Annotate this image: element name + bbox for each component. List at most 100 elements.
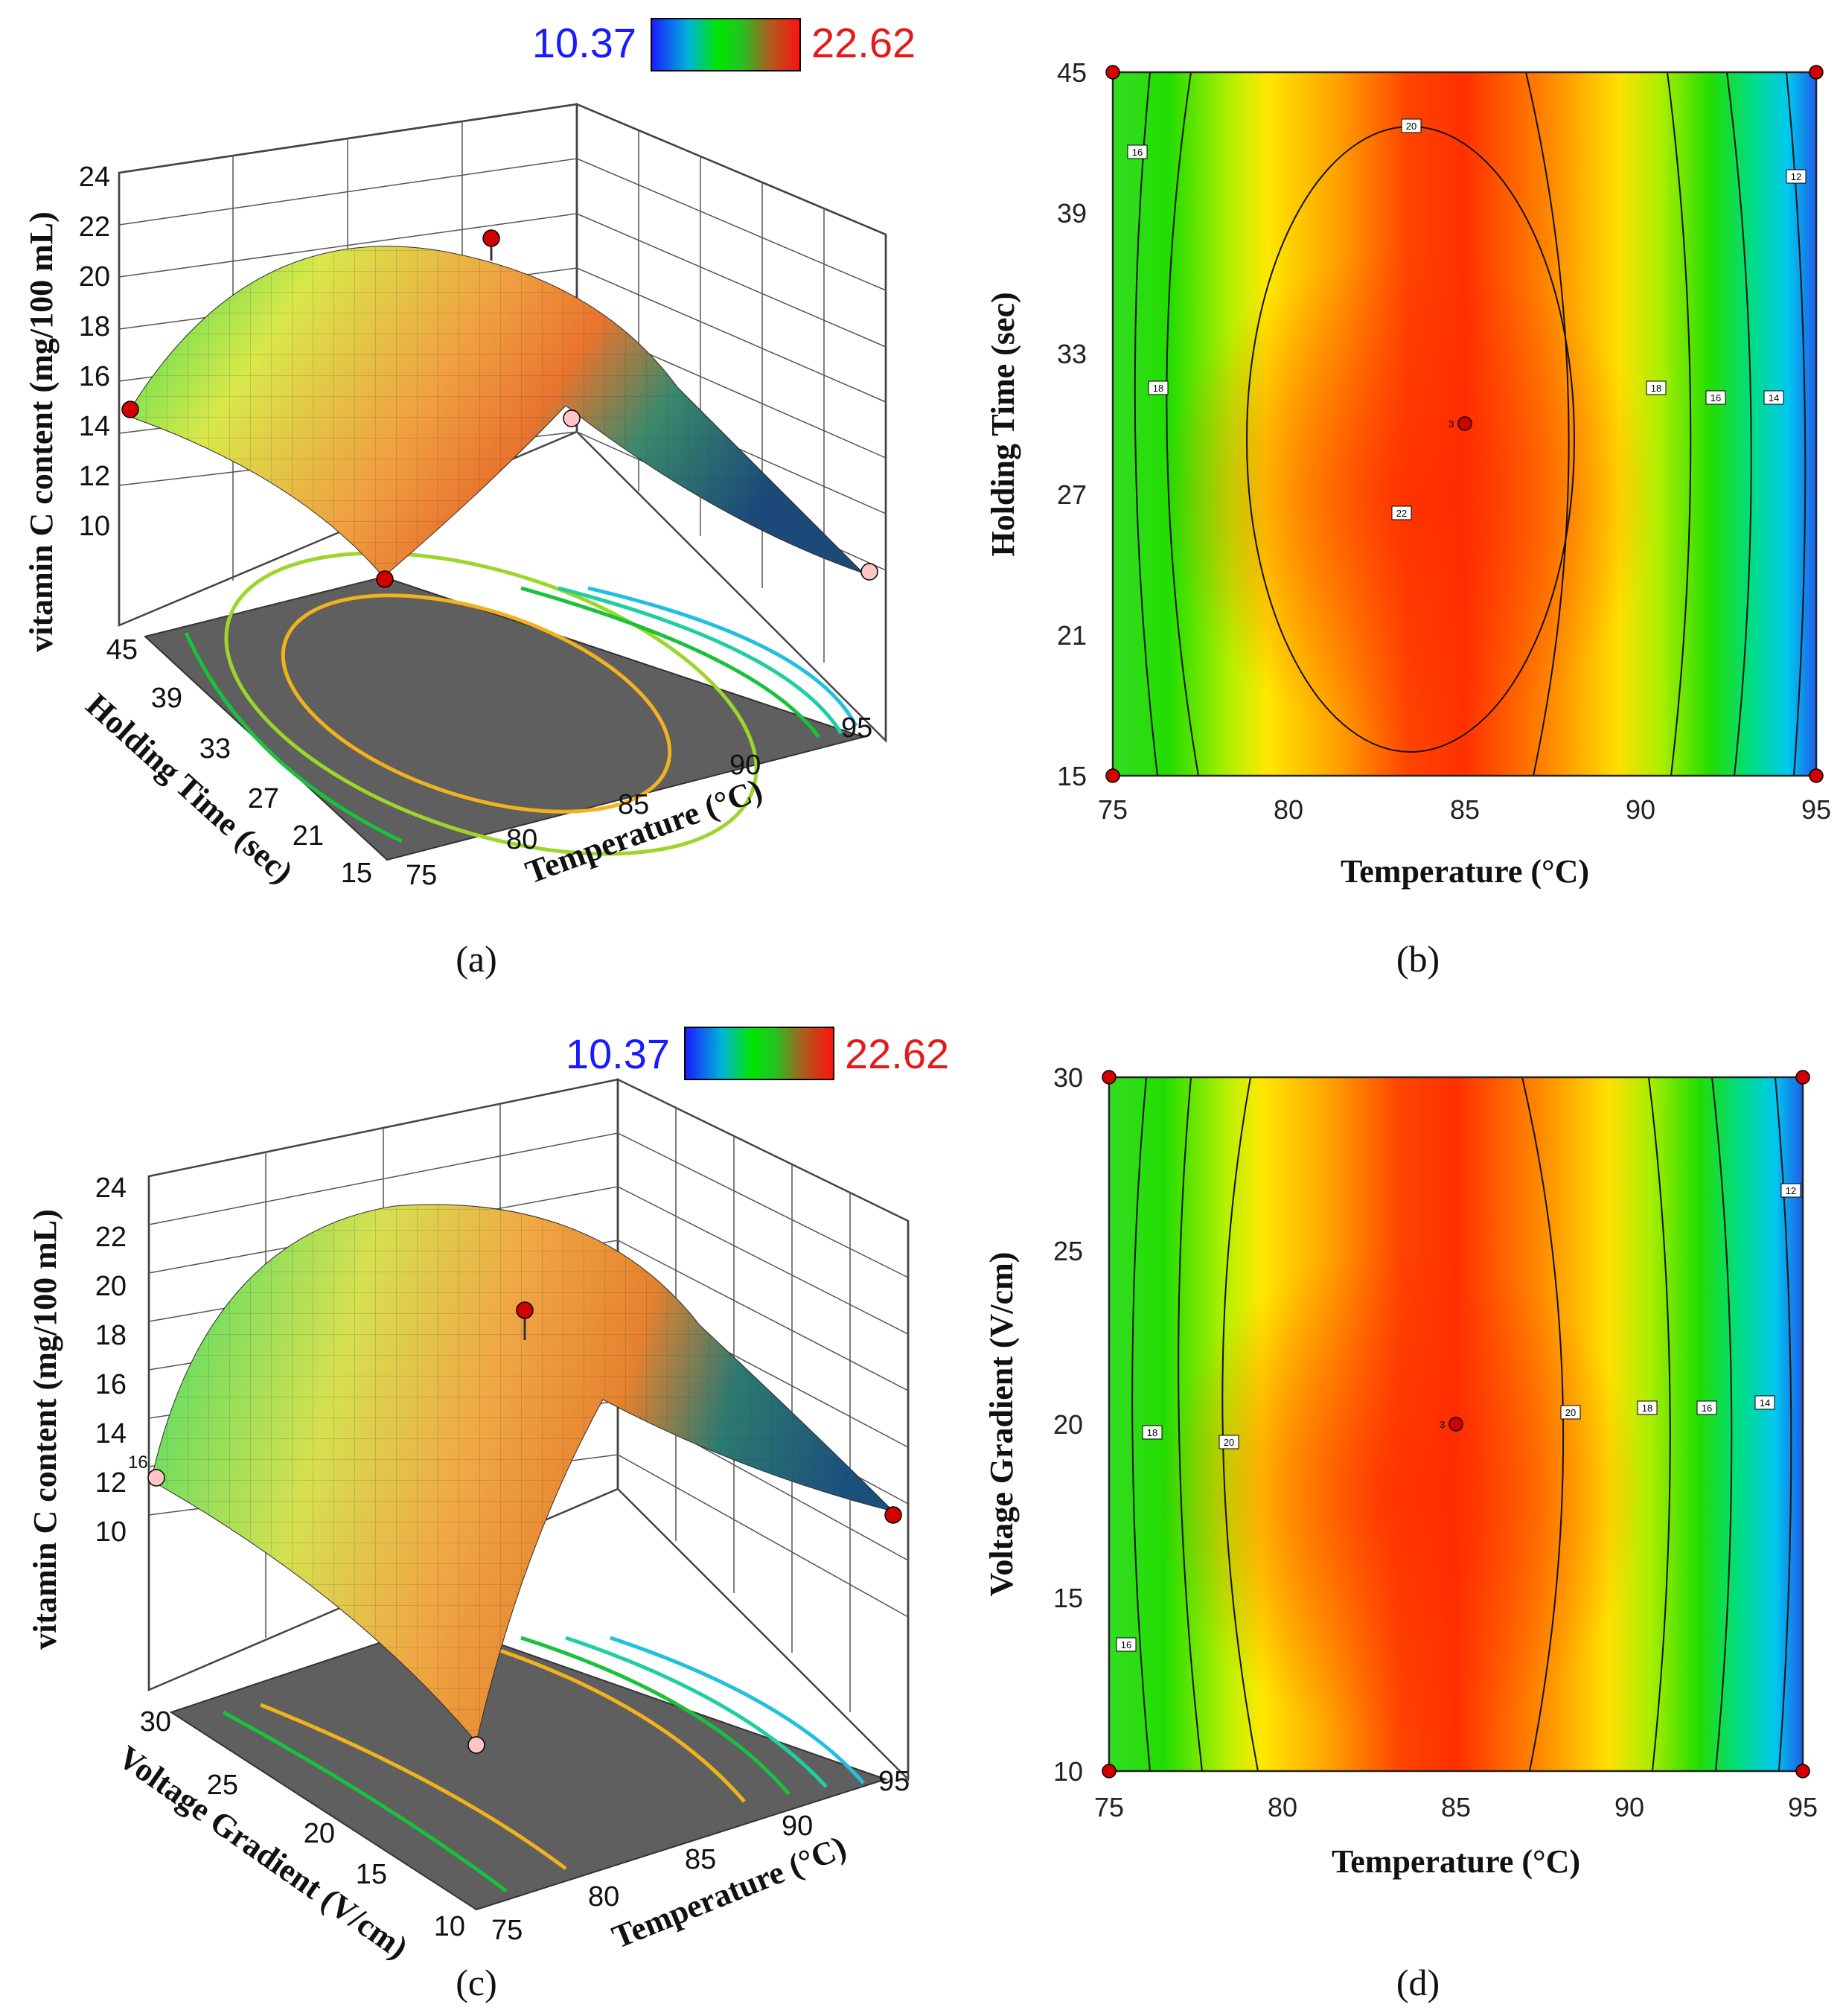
colorbar-gradient	[651, 18, 801, 71]
contour-labels-b: 16 18 20 22 18 16 14 12	[1127, 118, 1807, 520]
design-point	[1105, 65, 1120, 80]
svg-text:18: 18	[1642, 1403, 1652, 1414]
contour-lines-d	[1131, 1076, 1792, 1772]
y-axis-label-b: Holding Time (sec)	[985, 292, 1021, 556]
y-ticks-c: 30 25 20 15 10	[140, 1706, 465, 1942]
panel-d: 18 20 16 20 18 16 14 12 3 30 25 20 15 10…	[983, 1062, 1818, 2003]
svg-text:14: 14	[1769, 392, 1779, 403]
x-ticks-d: 75 80 85 90 95	[1094, 1792, 1818, 1822]
svg-text:16: 16	[1702, 1403, 1712, 1414]
tick-label: 95	[1801, 794, 1831, 825]
tick-label: 15	[1057, 761, 1087, 791]
tick-label: 20	[95, 1271, 127, 1302]
tick-label: 75	[1098, 794, 1128, 825]
svg-text:14: 14	[1760, 1397, 1770, 1409]
panel-a: 10.37 22.62	[23, 18, 916, 980]
tick-label: 75	[1094, 1792, 1124, 1822]
tick-label: 20	[304, 1818, 335, 1849]
tick-label: 30	[1053, 1062, 1083, 1093]
floor-contours-c	[222, 1636, 865, 1893]
tick-label: 25	[1053, 1236, 1083, 1266]
tick-label: 30	[140, 1706, 171, 1738]
design-point	[1809, 768, 1824, 783]
colorbar-a: 10.37 22.62	[532, 18, 916, 71]
tick-label: 45	[106, 634, 138, 666]
floor-contours-a	[184, 551, 858, 856]
tick-label: 16	[95, 1369, 127, 1400]
design-point	[467, 1736, 485, 1754]
tick-label: 75	[406, 860, 437, 891]
tick-label: 75	[491, 1915, 523, 1946]
center-point-label-d: 3	[1440, 1419, 1445, 1430]
y-ticks-a: 45 39 33 27 21 15	[106, 634, 372, 889]
caption-b: (b)	[1396, 938, 1440, 980]
tick-label: 14	[79, 411, 110, 442]
tick-label: 80	[1274, 794, 1303, 825]
design-point	[1457, 416, 1472, 431]
x-axis-label-d: Temperature (°C)	[1332, 1843, 1580, 1880]
y-axis-label-d: Voltage Gradient (V/cm)	[983, 1252, 1020, 1597]
tick-label: 80	[588, 1881, 619, 1913]
design-point	[516, 1301, 534, 1319]
floor-c	[169, 1621, 889, 1911]
tick-label: 21	[1057, 620, 1087, 651]
tick-label: 80	[506, 824, 537, 855]
tick-label: 39	[1057, 198, 1087, 229]
design-point	[147, 1469, 165, 1487]
tick-label: 85	[618, 789, 649, 820]
design-point	[884, 1506, 902, 1524]
tick-label: 20	[1053, 1409, 1083, 1440]
floor-a	[143, 575, 866, 861]
tick-label: 39	[151, 683, 182, 714]
tick-label: 12	[95, 1467, 127, 1499]
colorbar-gradient	[684, 1027, 834, 1080]
panel-c: 10.37 22.62	[27, 1027, 949, 2003]
design-point	[1795, 1070, 1810, 1085]
design-point	[1102, 1070, 1117, 1085]
caption-d: (d)	[1396, 1962, 1440, 2003]
svg-text:12: 12	[1791, 171, 1801, 182]
svg-text:16: 16	[1132, 147, 1143, 158]
tick-label: 18	[95, 1320, 127, 1351]
tick-label: 24	[79, 162, 110, 193]
colorbar-c: 10.37 22.62	[566, 1027, 949, 1080]
tick-label: 90	[1626, 794, 1655, 825]
design-point	[1105, 768, 1120, 783]
x-ticks-b: 75 80 85 90 95	[1098, 794, 1831, 825]
tick-label: 10	[79, 511, 110, 542]
tick-label: 15	[1053, 1583, 1083, 1613]
svg-text:20: 20	[1224, 1437, 1234, 1448]
svg-text:18: 18	[1153, 383, 1163, 394]
tick-label: 90	[1614, 1792, 1644, 1822]
tick-label: 14	[95, 1418, 127, 1449]
tick-label: 45	[1057, 57, 1087, 88]
tick-label: 22	[95, 1222, 127, 1253]
tick-label: 95	[878, 1766, 910, 1797]
tick-label: 15	[341, 858, 372, 889]
colorbar-min-label: 10.37	[566, 1030, 670, 1077]
tick-label: 27	[1057, 479, 1087, 510]
design-point	[1795, 1764, 1810, 1779]
design-point	[121, 401, 139, 418]
design-points-a	[121, 229, 878, 588]
tick-label: 15	[356, 1859, 387, 1890]
svg-text:20: 20	[1565, 1407, 1576, 1418]
tick-label: 85	[1441, 1792, 1471, 1822]
design-points-c	[147, 1301, 902, 1754]
y-ticks-d: 30 25 20 15 10	[1053, 1062, 1083, 1787]
tick-label: 10	[434, 1911, 465, 1942]
svg-text:22: 22	[1396, 508, 1407, 519]
tick-label: 85	[1450, 794, 1480, 825]
tick-label: 25	[207, 1770, 238, 1801]
tick-label: 16	[79, 361, 110, 392]
tick-label: 95	[1788, 1792, 1818, 1822]
caption-a: (a)	[456, 938, 497, 980]
panel-b: 16 18 20 22 18 16 14 12 3 45 39 33 27 21…	[985, 57, 1831, 980]
svg-text:18: 18	[1147, 1427, 1157, 1438]
tick-label: 90	[729, 750, 761, 781]
tick-label: 95	[841, 712, 872, 744]
design-point	[563, 409, 581, 427]
surface-c	[152, 1204, 895, 1744]
design-point	[1448, 1417, 1463, 1432]
